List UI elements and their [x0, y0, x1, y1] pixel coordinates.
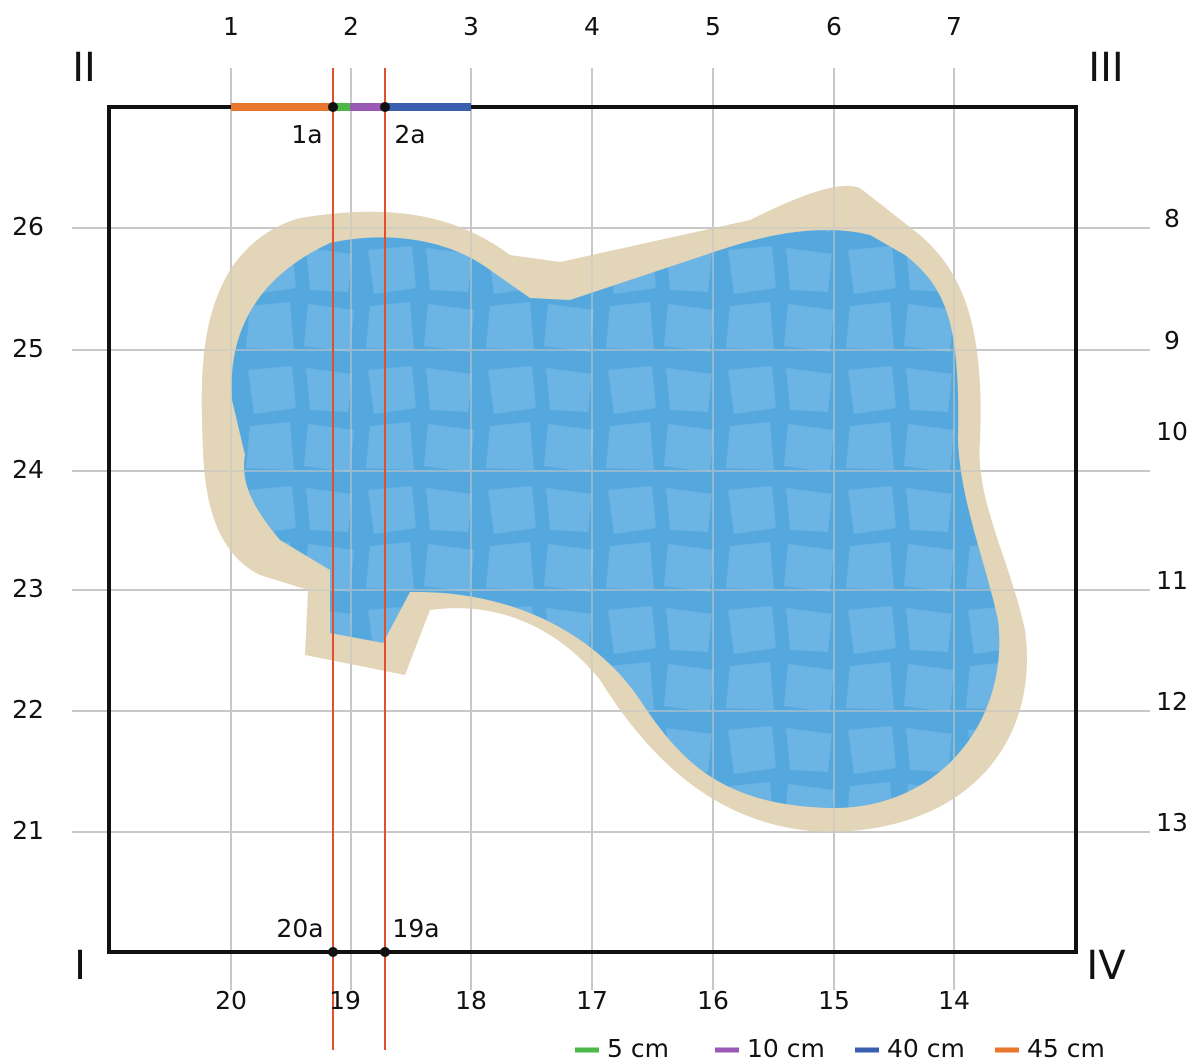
grid-label: 26 — [12, 212, 44, 241]
grid-label: 14 — [938, 986, 970, 1015]
point-label: 2a — [394, 120, 425, 149]
corner-label: IV — [1086, 943, 1126, 989]
grid-label: 5 — [705, 12, 721, 41]
point — [380, 102, 390, 112]
grid-label: 19 — [329, 986, 361, 1015]
grid-label: 16 — [697, 986, 729, 1015]
grid-label: 23 — [12, 574, 44, 603]
point — [328, 947, 338, 957]
grid-label: 1 — [223, 12, 239, 41]
grid-label: 18 — [455, 986, 487, 1015]
corner-label: III — [1088, 45, 1123, 91]
grid-label: 2 — [343, 12, 359, 41]
legend-label: 5 cm — [607, 1034, 669, 1063]
pool-water — [231, 230, 1000, 809]
grid-label: 9 — [1164, 326, 1180, 355]
legend-label: 10 cm — [747, 1034, 825, 1063]
point-label: 20a — [276, 914, 323, 943]
grid-label: 6 — [826, 12, 842, 41]
point-label: 19a — [392, 914, 439, 943]
grid-label: 21 — [12, 816, 44, 845]
grid-label: 12 — [1156, 687, 1188, 716]
corner-label: I — [74, 943, 86, 989]
grid-label: 8 — [1164, 204, 1180, 233]
grid-overlay — [72, 68, 1150, 990]
grid-label: 3 — [463, 12, 479, 41]
grid-label: 24 — [12, 455, 44, 484]
grid-label: 10 — [1156, 417, 1188, 446]
grid-label: 15 — [818, 986, 850, 1015]
legend-label: 40 cm — [887, 1034, 965, 1063]
grid-label: 4 — [584, 12, 600, 41]
grid-label: 17 — [576, 986, 608, 1015]
grid-label: 25 — [12, 334, 44, 363]
legend-label: 45 cm — [1027, 1034, 1105, 1063]
grid-label: 11 — [1156, 566, 1188, 595]
point — [380, 947, 390, 957]
point-label: 1a — [291, 120, 322, 149]
grid-label: 22 — [12, 695, 44, 724]
point — [328, 102, 338, 112]
grid-label: 13 — [1156, 808, 1188, 837]
grid-label: 7 — [946, 12, 962, 41]
corner-label: II — [72, 45, 96, 91]
frame — [107, 105, 1078, 954]
grid-label: 20 — [215, 986, 247, 1015]
